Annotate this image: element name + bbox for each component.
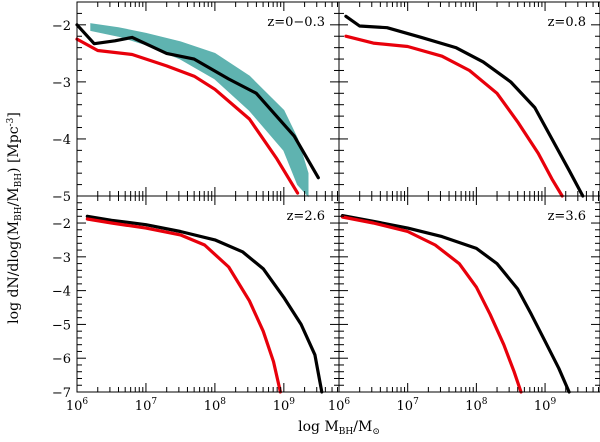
y-tick-label: −6 — [52, 352, 71, 367]
x-tick-label: 107 — [397, 397, 420, 414]
series-line-black — [75, 23, 320, 180]
series-line-red — [340, 215, 523, 394]
y-tick-label: −3 — [52, 251, 71, 266]
x-tick-label: 106 — [328, 397, 351, 414]
panel-3: −7 −6 −5 −4 −3 −2 106 107 108 109 z=2.6 — [52, 195, 340, 414]
x-tick-label: 108 — [204, 397, 227, 414]
series-line-red — [344, 34, 564, 198]
panel-redshift-label: z=3.6 — [548, 209, 586, 224]
x-tick-label: 106 — [66, 397, 89, 414]
series-line-red — [85, 217, 282, 394]
x-axis-title: log MBH/M⊙ — [298, 419, 380, 437]
panel-4: 106 107 108 109 z=3.6 — [328, 195, 600, 414]
x-tick-label: 109 — [534, 397, 557, 414]
y-tick-label: −5 — [52, 318, 71, 333]
panel-1: −5 −4 −3 −2 z=0−0.3 — [52, 1, 340, 205]
y-tick-label: −2 — [52, 19, 71, 34]
series-line-black — [85, 214, 324, 394]
x-tick-label: 109 — [273, 397, 296, 414]
x-tick-label: 107 — [135, 397, 158, 414]
series-line-red — [75, 37, 300, 195]
panel-redshift-label: z=0.8 — [548, 15, 586, 30]
series-line-black — [344, 14, 585, 198]
panel-frame — [76, 195, 340, 393]
y-axis-title: log dN/dlog(MBH/MBH) [Mpc-3] — [6, 112, 24, 324]
panel-redshift-label: z=2.6 — [287, 209, 325, 224]
y-tick-label: −4 — [52, 133, 71, 148]
observed-band — [90, 23, 309, 198]
y-tick-label: −7 — [52, 386, 71, 401]
y-tick-label: −4 — [52, 285, 71, 300]
y-tick-label: −3 — [52, 76, 71, 91]
panel-frame — [338, 1, 600, 197]
series-line-black — [340, 214, 571, 394]
y-tick-label: −2 — [52, 217, 71, 232]
y-tick-label: −5 — [52, 190, 71, 205]
panel-redshift-label: z=0−0.3 — [267, 15, 325, 30]
x-tick-label: 108 — [465, 397, 488, 414]
panel-2: z=0.8 — [338, 1, 600, 198]
